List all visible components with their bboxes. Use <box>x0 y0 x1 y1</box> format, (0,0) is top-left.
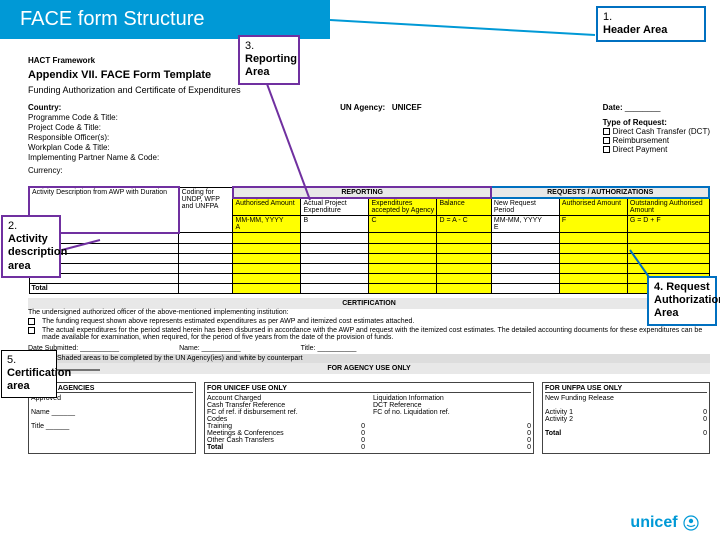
framework-label: HACT Framework <box>28 56 710 65</box>
callout-cert: 5.Certification area <box>1 350 57 398</box>
unicef-logo: unicef <box>630 514 700 532</box>
face-form: HACT Framework Appendix VII. FACE Form T… <box>28 56 710 454</box>
callout-activity: 2.Activity description area <box>1 215 61 278</box>
callout-request: 4. Request Authorization Area <box>647 276 717 326</box>
agency-use-area: FISCAL AGENCIES Approved Name ______ Tit… <box>28 382 710 454</box>
main-table: Activity Description from AWP with Durat… <box>28 186 710 294</box>
certification-area: CERTIFICATION The undersigned authorized… <box>28 298 710 363</box>
callout-reporting: 3.Reporting Area <box>238 35 300 85</box>
form-subtitle: Funding Authorization and Certificate of… <box>28 85 710 95</box>
agency-header: FOR AGENCY USE ONLY <box>28 363 710 374</box>
appendix-title: Appendix VII. FACE Form Template <box>28 69 710 81</box>
callout-header: 1.Header Area <box>596 6 706 42</box>
header-fields: Country: Programme Code & Title: Project… <box>28 103 710 176</box>
page-title: FACE form Structure <box>0 0 330 39</box>
